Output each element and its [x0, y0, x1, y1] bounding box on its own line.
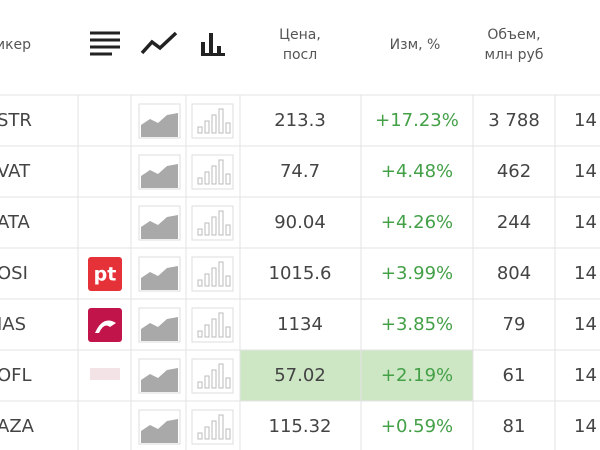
bars-thumb-bar [204, 324, 210, 338]
chart-thumb-area [141, 368, 178, 392]
logo [88, 257, 122, 291]
table-row[interactable]: OSI pt 1015.6 +3.99% 804 14 [0, 247, 600, 292]
price: 90.04 [274, 212, 326, 233]
price: 213.3 [274, 110, 326, 131]
chart-thumb-area [141, 317, 178, 341]
volume: 61 [503, 365, 526, 386]
ticker: OSI [0, 263, 28, 284]
last: 14 [574, 365, 597, 386]
volume: 81 [503, 416, 526, 437]
change-header[interactable]: Изм, % [390, 37, 441, 53]
price-header[interactable]: Цена, [279, 27, 321, 43]
bars-thumb-bar [204, 375, 210, 389]
bars-thumb-bar [211, 420, 217, 440]
volume-header[interactable]: Объем, [487, 27, 540, 43]
chart-thumb-area [141, 266, 178, 290]
logo-shape [95, 320, 116, 333]
price: 57.02 [274, 365, 326, 386]
bars-thumb-bar [218, 414, 224, 440]
change: +4.26% [381, 212, 453, 233]
ticker: OFL [0, 365, 32, 386]
change: +3.99% [381, 263, 453, 284]
volume: 462 [497, 161, 531, 182]
bars-thumb-bar [225, 224, 231, 236]
bars-thumb-bar [204, 273, 210, 287]
list-icon[interactable] [90, 31, 120, 56]
ticker: STR [0, 110, 32, 131]
chart-thumb-area [141, 419, 178, 443]
table-row[interactable]: OFL 57.02 +2.19% 61 14 [0, 349, 600, 401]
price-header[interactable]: посл [283, 47, 317, 63]
volume: 804 [497, 263, 531, 284]
bars-thumb-bar [204, 426, 210, 440]
bars-thumb-bar [204, 171, 210, 185]
bars-thumb-bar [211, 114, 217, 134]
bars-thumb-bar [218, 159, 224, 185]
bars-thumb-bar [197, 432, 203, 440]
ticker: VAT [0, 161, 31, 182]
bars-thumb-bar [225, 122, 231, 134]
last: 14 [574, 161, 597, 182]
bars-thumb-bar [197, 228, 203, 236]
last: 14 [574, 314, 597, 335]
volume: 3 788 [488, 110, 540, 131]
bars-thumb-bar [225, 428, 231, 440]
price: 1015.6 [269, 263, 332, 284]
bars-thumb-bar [225, 173, 231, 185]
bars-thumb-bar [211, 369, 217, 389]
bars-thumb-bar [211, 318, 217, 338]
change: +3.85% [381, 314, 453, 335]
last: 14 [574, 416, 597, 437]
price: 1134 [277, 314, 323, 335]
bars-thumb-bar [204, 222, 210, 236]
highlight-cell [240, 350, 473, 401]
bars-thumb-bar [197, 177, 203, 185]
table-row[interactable]: ATA 90.04 +4.26% 244 14 [0, 196, 600, 241]
change: +2.19% [381, 365, 453, 386]
last: 14 [574, 110, 597, 131]
table-row[interactable]: VAT 74.7 +4.48% 462 14 [0, 145, 600, 190]
volume: 244 [497, 212, 531, 233]
table-row[interactable]: STR 213.3 +17.23% 3 788 14 [0, 94, 600, 139]
change: +0.59% [381, 416, 453, 437]
ticker-header[interactable]: икер [0, 37, 31, 53]
ticker: AZA [0, 416, 35, 437]
table-row[interactable]: IAS 1134 +3.85% 79 14 [0, 298, 600, 343]
bars-thumb-bar [218, 363, 224, 389]
chart-thumb-area [141, 215, 178, 239]
bars-thumb-bar [197, 279, 203, 287]
volume-header[interactable]: млн руб [485, 47, 544, 63]
bars-thumb-bar [225, 377, 231, 389]
logo [90, 368, 120, 380]
price: 74.7 [280, 161, 320, 182]
last: 14 [574, 212, 597, 233]
bars-thumb-bar [218, 312, 224, 338]
bars-thumb-bar [197, 126, 203, 134]
bars-thumb-bar [218, 108, 224, 134]
bars-thumb-bar [204, 120, 210, 134]
bars-thumb-bar [225, 326, 231, 338]
change: +4.48% [381, 161, 453, 182]
ticker: IAS [0, 314, 26, 335]
bars-thumb-bar [197, 330, 203, 338]
bars-thumb-bar [211, 165, 217, 185]
line-chart-icon[interactable] [140, 31, 178, 55]
bars-thumb-bar [218, 210, 224, 236]
bar-chart-icon[interactable] [201, 33, 225, 56]
table-row[interactable]: AZA 115.32 +0.59% 81 14 [0, 400, 600, 445]
ticker: ATA [0, 212, 31, 233]
volume: 79 [503, 314, 526, 335]
bars-thumb-bar [218, 261, 224, 287]
chart-thumb-area [141, 113, 178, 137]
bars-thumb-bar [211, 216, 217, 236]
last: 14 [574, 263, 597, 284]
bars-thumb-bar [197, 381, 203, 389]
price: 115.32 [269, 416, 332, 437]
bars-thumb-bar [225, 275, 231, 287]
change: +17.23% [375, 110, 459, 131]
chart-thumb-area [141, 164, 178, 188]
logo-text: pt [94, 264, 117, 286]
bars-thumb-bar [211, 267, 217, 287]
